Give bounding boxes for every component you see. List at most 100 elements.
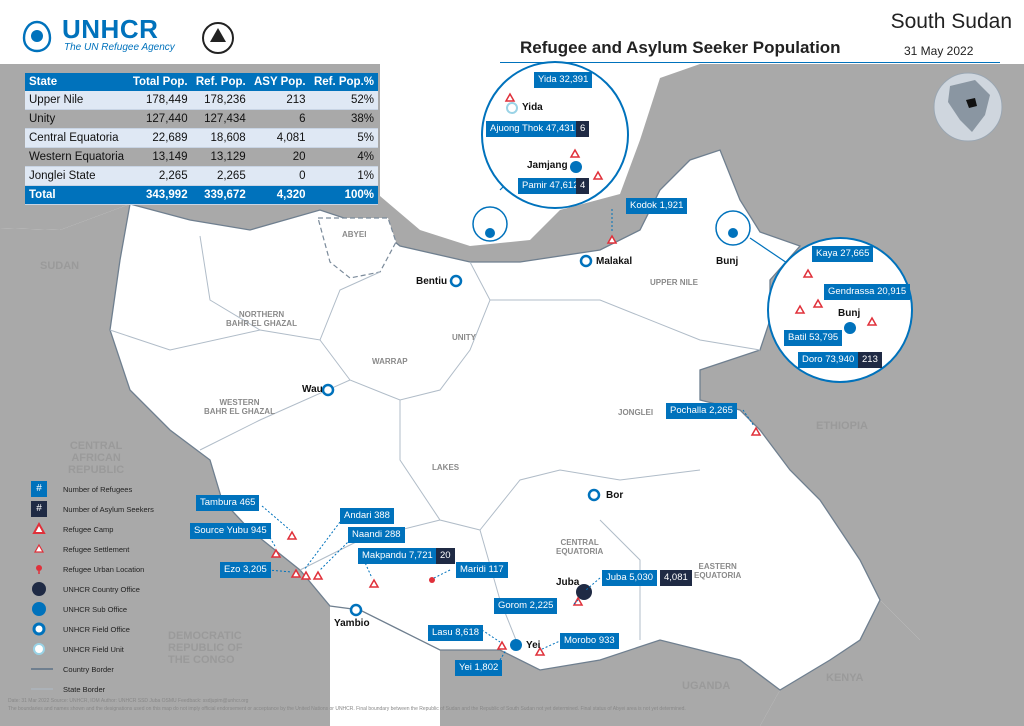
cell: 20: [249, 147, 310, 167]
town-bor: Bor: [606, 490, 624, 501]
inset-northeast-circle: [767, 237, 913, 383]
car-area: [0, 204, 330, 726]
cell: 213: [249, 91, 310, 110]
region-lakes: LAKES: [432, 463, 460, 472]
partner-logo-icon: [202, 22, 234, 54]
morobo-settlement-icon: [534, 646, 546, 656]
refugee-camp-icon: [32, 521, 46, 534]
inset-yida-marker: [472, 206, 508, 242]
cell: 2,265: [191, 166, 250, 186]
country-border-icon: [31, 668, 53, 670]
label-maridi: Maridi 117: [456, 562, 508, 578]
yida-camp-icon: [504, 92, 516, 102]
cell: 178,236: [191, 91, 250, 110]
legend-label: State Border: [63, 685, 106, 694]
asy-doro: 213: [858, 352, 882, 368]
pochalla-settlement-icon: [750, 426, 762, 436]
label-ajuong: Ajuong Thok 47,431: [486, 121, 579, 137]
label-makpandu: Makpandu 7,721: [358, 548, 437, 564]
label-andari: Andari 388: [340, 508, 394, 524]
legend-row: UNHCR Field Unit: [25, 639, 155, 659]
cell: 1%: [309, 166, 378, 186]
label-source-yubu: Source Yubu 945: [190, 523, 271, 539]
cell: Central Equatoria: [25, 128, 129, 148]
table-row: Western Equatoria 13,149 13,129 20 4%: [25, 147, 378, 167]
header-underline: [500, 62, 1000, 63]
bentiu-field-office-icon: [449, 274, 463, 288]
col-header-total: Total Pop.: [128, 73, 192, 91]
ajuong-camp-icon: [569, 148, 581, 158]
maridi-urban-location-icon: [429, 577, 435, 583]
legend-row: # Number of Refugees: [25, 479, 155, 499]
table-header-row: State Total Pop. Ref. Pop. ASY Pop. Ref.…: [25, 73, 378, 91]
asy-pamir: 4: [576, 178, 590, 194]
cell: 38%: [309, 109, 378, 129]
region-unity: UNITY: [452, 333, 476, 342]
legend-label: Number of Refugees: [63, 485, 133, 494]
map-legend: # Number of Refugees # Number of Asylum …: [25, 479, 155, 699]
leader-lines: [261, 209, 755, 661]
map-date: 31 May 2022: [904, 44, 974, 58]
tambura-settlement-icon: [286, 530, 298, 540]
kodok-settlement-icon: [606, 234, 618, 244]
table-total-row: Total 343,992 339,672 4,320 100%: [25, 185, 378, 205]
country-office-icon: [32, 582, 46, 596]
label-gendrassa: Gendrassa 20,915: [824, 284, 911, 300]
cell: Total: [25, 185, 129, 205]
country-uganda: UGANDA: [682, 680, 731, 692]
bunj-map-sub-office-icon: [728, 228, 738, 238]
cell: 4,320: [249, 185, 310, 205]
yida-map-sub-office-icon: [485, 228, 495, 238]
label-lasu: Lasu 8,618: [428, 625, 484, 641]
legend-label: UNHCR Country Office: [63, 585, 140, 594]
map-title: Refugee and Asylum Seeker Population: [520, 38, 841, 57]
col-header-refpct: Ref. Pop.%: [309, 73, 378, 91]
cell: 4%: [309, 147, 378, 167]
batil-camp-icon: [794, 304, 806, 314]
asy-juba: 4,081: [660, 570, 692, 586]
south-sudan-area: [109, 149, 881, 691]
bunj-inset-sub-office-icon: [844, 322, 856, 334]
cell: Western Equatoria: [25, 147, 129, 167]
town-yambio: Yambio: [334, 618, 370, 629]
country-drc: DEMOCRATIC REPUBLIC OF THE CONGO: [168, 630, 243, 666]
legend-row: Refugee Settlement: [25, 539, 155, 559]
cell: 52%: [309, 91, 378, 110]
col-header-asy: ASY Pop.: [249, 73, 310, 91]
yambio-field-office-icon: [349, 603, 363, 617]
region-wbeg: WESTERN BAHR EL GHAZAL: [204, 398, 275, 416]
kaya-camp-icon: [802, 268, 814, 278]
pamir-camp-icon: [592, 170, 604, 180]
state-border-icon: [31, 688, 53, 690]
uganda-area: [440, 640, 780, 726]
label-yei: Yei 1,802: [455, 660, 503, 676]
town-bentiu: Bentiu: [416, 276, 448, 287]
country-title: South Sudan: [890, 10, 1012, 33]
kenya-area: [760, 600, 1024, 726]
legend-row: State Border: [25, 679, 155, 699]
cell: 18,608: [191, 128, 250, 148]
gorom-settlement-icon: [572, 596, 584, 606]
field-office-icon: [32, 622, 46, 636]
cell: 339,672: [191, 185, 250, 205]
legend-row: UNHCR Sub Office: [25, 599, 155, 619]
refugee-number-icon: #: [31, 481, 47, 497]
asy-ajuong: 6: [576, 121, 590, 137]
legend-label: UNHCR Sub Office: [63, 605, 128, 614]
label-pochalla: Pochalla 2,265: [666, 403, 737, 419]
org-tagline: The UN Refugee Agency: [64, 42, 175, 53]
footer-credits: Date: 31 Mar 2022 Source: UNHCR, IOM Aut…: [8, 698, 249, 704]
org-name: UNHCR: [62, 14, 159, 44]
population-table: State Total Pop. Ref. Pop. ASY Pop. Ref.…: [25, 73, 378, 205]
region-central-eq: CENTRAL EQUATORIA: [556, 538, 604, 556]
table-row: Upper Nile 178,449 178,236 213 52%: [25, 91, 378, 110]
asylum-number-icon: #: [31, 501, 47, 517]
legend-row: UNHCR Country Office: [25, 579, 155, 599]
label-kodok: Kodok 1,921: [626, 198, 688, 214]
state-borders: [109, 235, 761, 651]
wau-field-office-icon: [321, 383, 335, 397]
town-jamjang: Jamjang: [527, 160, 568, 171]
cell: 343,992: [128, 185, 192, 205]
asy-makpandu: 20: [436, 548, 455, 564]
inset-bunj-marker: [715, 210, 751, 246]
